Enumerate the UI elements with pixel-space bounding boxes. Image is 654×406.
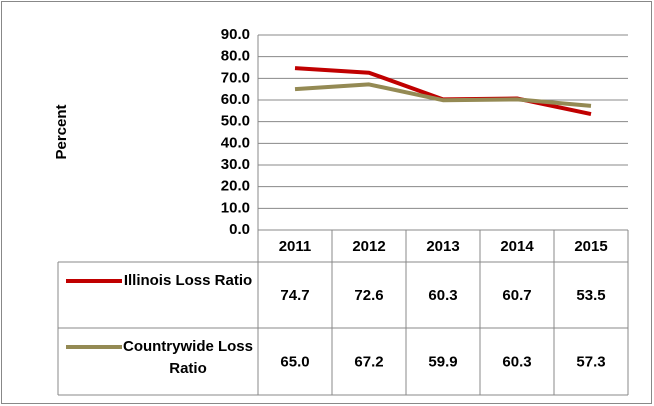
y-tick-label: 50.0 [221, 113, 250, 130]
x-tick-label: 2013 [426, 238, 459, 255]
legend-label-box: Illinois Loss Ratio [123, 272, 253, 289]
legend-label-box: Countrywide Loss Ratio [122, 338, 253, 377]
data-label: 60.3 [428, 287, 457, 304]
x-tick-label: 2015 [574, 238, 607, 255]
y-tick-label: 0.0 [229, 221, 250, 238]
y-tick-label: 40.0 [221, 134, 250, 151]
x-tick-label: 2012 [352, 238, 385, 255]
legend-label: Illinois Loss Ratio [123, 272, 253, 289]
data-label: 67.2 [354, 353, 383, 370]
y-tick-label: 20.0 [221, 178, 250, 195]
legend-label: Countrywide Loss Ratio [122, 338, 253, 377]
data-label: 60.3 [502, 353, 531, 370]
data-label: 72.6 [354, 287, 383, 304]
y-tick-label: 90.0 [221, 26, 250, 43]
data-label: 74.7 [280, 287, 309, 304]
data-label: 65.0 [280, 353, 309, 370]
y-tick-label: 10.0 [221, 199, 250, 216]
x-tick-label: 2014 [500, 238, 534, 255]
y-tick-label: 70.0 [221, 69, 250, 86]
data-label: 60.7 [502, 287, 531, 304]
data-label: 53.5 [576, 287, 605, 304]
y-tick-label: 60.0 [221, 91, 250, 108]
x-tick-label: 2011 [279, 238, 312, 255]
data-label: 59.9 [428, 353, 457, 370]
series-line [294, 82, 592, 108]
y-tick-label: 30.0 [221, 156, 250, 173]
data-label: 57.3 [576, 353, 605, 370]
y-tick-label: 80.0 [221, 48, 250, 65]
y-axis-label: Percent [53, 104, 70, 159]
